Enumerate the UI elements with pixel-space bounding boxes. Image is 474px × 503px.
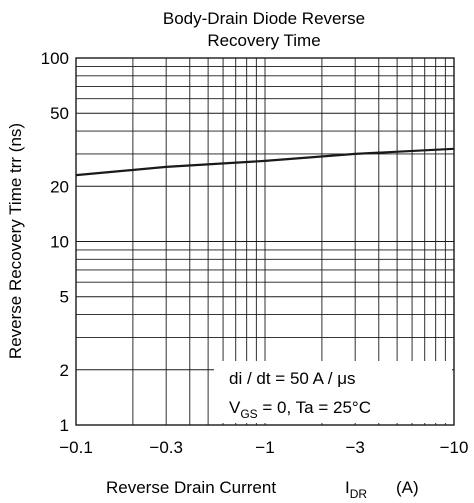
x-axis-label: Reverse Drain Current IDR (A) — [106, 478, 419, 501]
x-axis-symbol: I — [345, 478, 350, 497]
chart-title-line-2: Recovery Time — [207, 31, 320, 50]
chart-title: Body-Drain Diode Reverse Recovery Time — [163, 9, 365, 50]
series-line-trr — [75, 147, 455, 177]
x-tick-label: −10 — [440, 438, 469, 457]
x-axis-unit: (A) — [396, 478, 419, 497]
annotation-didt: di / dt = 50 A / μs — [229, 369, 356, 388]
y-tick-label: 50 — [50, 104, 69, 123]
x-axis-label-text: Reverse Drain Current — [106, 478, 276, 497]
x-tick-label: −0.1 — [59, 438, 93, 457]
x-axis-symbol-subscript: DR — [350, 487, 368, 501]
y-tick-label: 10 — [50, 233, 69, 252]
annotation-conditions-rest: = 0, Ta = 25°C — [258, 398, 371, 417]
chart-title-line-1: Body-Drain Diode Reverse — [163, 9, 365, 28]
y-tick-label: 1 — [60, 416, 69, 435]
plot-frame — [75, 57, 455, 426]
x-tick-label: −0.3 — [149, 438, 183, 457]
y-tick-label: 20 — [50, 177, 69, 196]
annotation-vgs-subscript: GS — [240, 407, 257, 421]
series-layer — [75, 147, 455, 177]
y-axis-label: Reverse Recovery Time trr (ns) — [6, 123, 25, 359]
x-tick-label: −3 — [345, 438, 364, 457]
axis-ticks: −0.1 −0.3 −1 −3 −10 1 2 5 10 20 50 100 — [41, 49, 469, 457]
annotation-vgs-symbol: V — [229, 398, 241, 417]
x-tick-label: −1 — [255, 438, 274, 457]
annotation-backdrop — [214, 361, 452, 423]
y-tick-label: 2 — [60, 361, 69, 380]
y-tick-label: 5 — [60, 288, 69, 307]
x-axis-label-symbol: IDR — [345, 478, 367, 501]
y-tick-label: 100 — [41, 49, 69, 68]
annotation-conditions: VGS = 0, Ta = 25°C — [229, 398, 371, 421]
